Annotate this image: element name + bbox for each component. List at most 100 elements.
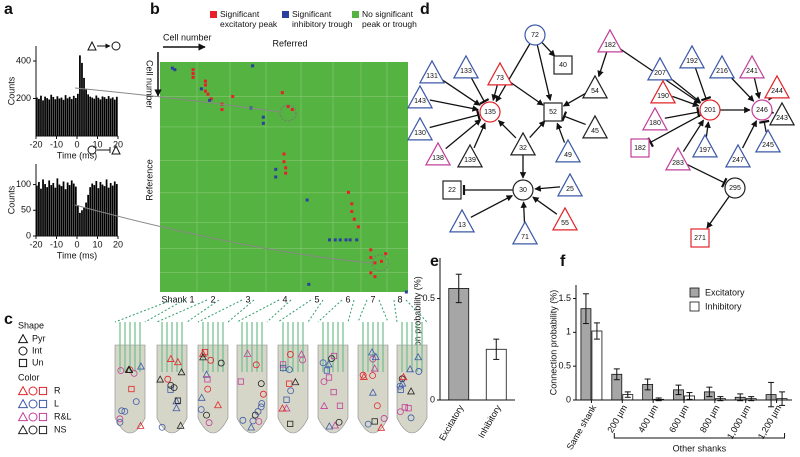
node-shape xyxy=(456,143,484,168)
neuron-symbol xyxy=(257,403,265,411)
neuron-symbol xyxy=(121,407,129,415)
node-label: 246 xyxy=(756,107,768,114)
inhibition-bar xyxy=(476,109,481,121)
x-tick-label: 20 xyxy=(113,139,123,149)
neuron-symbol xyxy=(287,420,294,427)
matrix-dot xyxy=(170,66,174,70)
neuron-symbol xyxy=(397,386,404,393)
connection xyxy=(682,119,705,152)
node-label: 207 xyxy=(654,70,666,77)
node-label: 271 xyxy=(694,235,706,242)
node-label: 283 xyxy=(672,160,684,167)
node-shape xyxy=(512,179,534,201)
neuron-symbol xyxy=(254,408,262,415)
neuron-symbol xyxy=(335,418,343,426)
neuron-symbol xyxy=(377,423,386,431)
connection xyxy=(529,120,546,139)
matrix-dot xyxy=(380,259,384,263)
node-label: 32 xyxy=(519,145,527,152)
histogram-bar xyxy=(48,180,51,236)
neuron-symbol xyxy=(286,351,294,358)
histogram-bar xyxy=(72,95,75,136)
neuron-symbol xyxy=(136,421,145,429)
shank-label: Shank 1 xyxy=(161,294,194,304)
legend-swatch xyxy=(282,11,289,18)
node-shape xyxy=(630,138,650,158)
neuron-symbol xyxy=(166,354,175,362)
group-label: Other shanks xyxy=(673,443,727,453)
histogram-bar xyxy=(101,184,104,236)
node-label: 295 xyxy=(729,185,741,192)
y-tick-label: 0 xyxy=(566,394,571,404)
shank-link xyxy=(114,299,173,323)
connection xyxy=(704,121,711,138)
neuron-symbol xyxy=(197,406,205,413)
connection xyxy=(541,41,556,57)
node-label: 72 xyxy=(531,32,539,39)
node-label: 143 xyxy=(414,98,426,105)
matrix-dot xyxy=(352,217,356,221)
node-shape xyxy=(551,206,579,231)
node-shape xyxy=(596,28,624,53)
connection xyxy=(672,95,700,107)
legend-swatch xyxy=(689,287,700,298)
connection xyxy=(495,43,531,103)
neuron-symbol xyxy=(414,352,423,361)
icon-circle xyxy=(111,41,121,51)
neuron-symbol xyxy=(405,405,412,412)
matrix-dot xyxy=(344,238,348,242)
bar xyxy=(591,330,603,401)
neuron-symbol xyxy=(197,393,206,401)
matrix-dot xyxy=(280,91,284,95)
histogram-bar xyxy=(36,97,38,136)
matrix-dot xyxy=(286,104,290,108)
y-tick-label: 0 xyxy=(430,394,435,404)
histogram-bar xyxy=(107,96,110,136)
x-tick-label: Same shank xyxy=(565,403,599,452)
node-shape xyxy=(524,24,546,46)
histogram-bar xyxy=(83,77,85,136)
connection xyxy=(597,51,608,78)
shank-label: 2 xyxy=(210,294,215,304)
neuron-symbol xyxy=(325,374,333,381)
histogram-bar xyxy=(93,98,96,136)
y-axis-label: Reference xyxy=(144,159,154,201)
histogram-bar xyxy=(70,99,73,136)
node-label: 45 xyxy=(591,128,599,135)
x-tick-label: 10 xyxy=(92,139,102,149)
neuron-symbol xyxy=(285,366,293,374)
neuron-symbol xyxy=(204,385,212,393)
shank-link xyxy=(197,299,243,323)
node-label: 244 xyxy=(771,88,783,95)
x-tick-label: 1,000 µm xyxy=(725,403,753,441)
neuron-symbol xyxy=(330,388,337,396)
neuron-symbol xyxy=(368,388,377,396)
node-shape xyxy=(690,228,710,248)
axis-note: Cell number xyxy=(145,60,155,109)
neuron-symbol xyxy=(325,422,334,430)
node-shape xyxy=(691,133,719,158)
panel-label: b xyxy=(150,1,160,18)
histogram-bar xyxy=(66,182,69,236)
neuron-symbol xyxy=(167,386,174,393)
node-shape xyxy=(479,101,501,123)
icon-triangle xyxy=(87,40,97,51)
histogram-bar xyxy=(113,181,116,236)
histogram-bar xyxy=(83,207,85,236)
panel-label: e xyxy=(430,253,439,270)
connection xyxy=(491,84,499,102)
neuron-symbol xyxy=(217,359,225,367)
legend-symbol xyxy=(17,385,29,396)
neuron-symbol xyxy=(255,418,263,425)
matrix-background xyxy=(160,62,408,292)
neuron-symbol xyxy=(199,353,207,361)
x-tick-label: Inhibitory xyxy=(476,403,503,440)
matrix-dot xyxy=(355,238,359,242)
neuron-symbol xyxy=(371,418,378,425)
connection xyxy=(470,76,485,102)
group-bracket xyxy=(613,433,786,439)
connection xyxy=(498,120,517,139)
histogram-bar xyxy=(74,186,77,236)
neuron-symbol xyxy=(399,372,408,381)
